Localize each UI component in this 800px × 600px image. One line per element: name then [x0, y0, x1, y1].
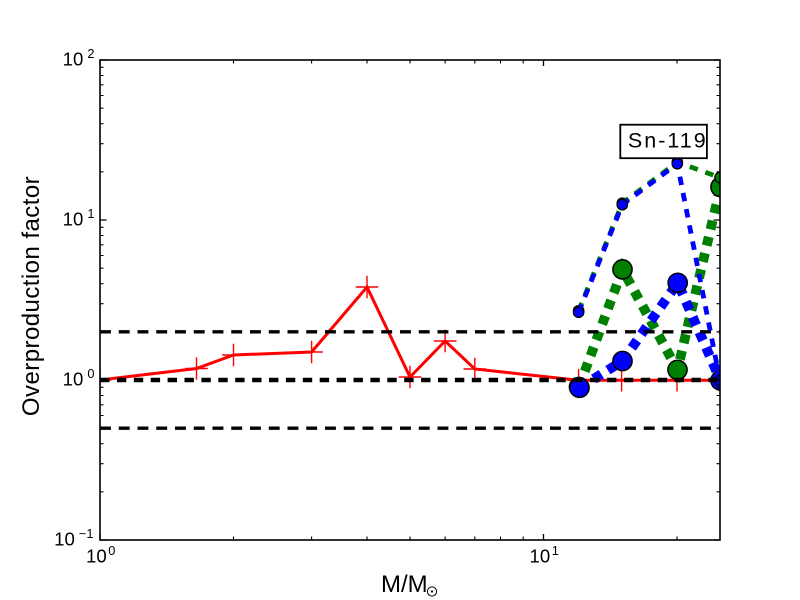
svg-text:10: 10 — [63, 48, 84, 69]
svg-text:10: 10 — [63, 208, 84, 229]
svg-text:10: 10 — [86, 545, 107, 566]
svg-text:1: 1 — [87, 206, 94, 221]
svg-text:Sn-119: Sn-119 — [628, 128, 708, 152]
svg-text:10: 10 — [54, 528, 75, 549]
svg-text:10: 10 — [63, 368, 84, 389]
svg-text:2: 2 — [87, 46, 94, 61]
svg-text:10: 10 — [530, 545, 551, 566]
svg-text:M/M: M/M — [381, 571, 428, 598]
svg-text:−1: −1 — [79, 526, 94, 541]
svg-text:0: 0 — [87, 366, 94, 381]
svg-text:Overproduction factor: Overproduction factor — [18, 176, 45, 416]
svg-text:1: 1 — [552, 543, 559, 558]
svg-text:0: 0 — [108, 543, 115, 558]
